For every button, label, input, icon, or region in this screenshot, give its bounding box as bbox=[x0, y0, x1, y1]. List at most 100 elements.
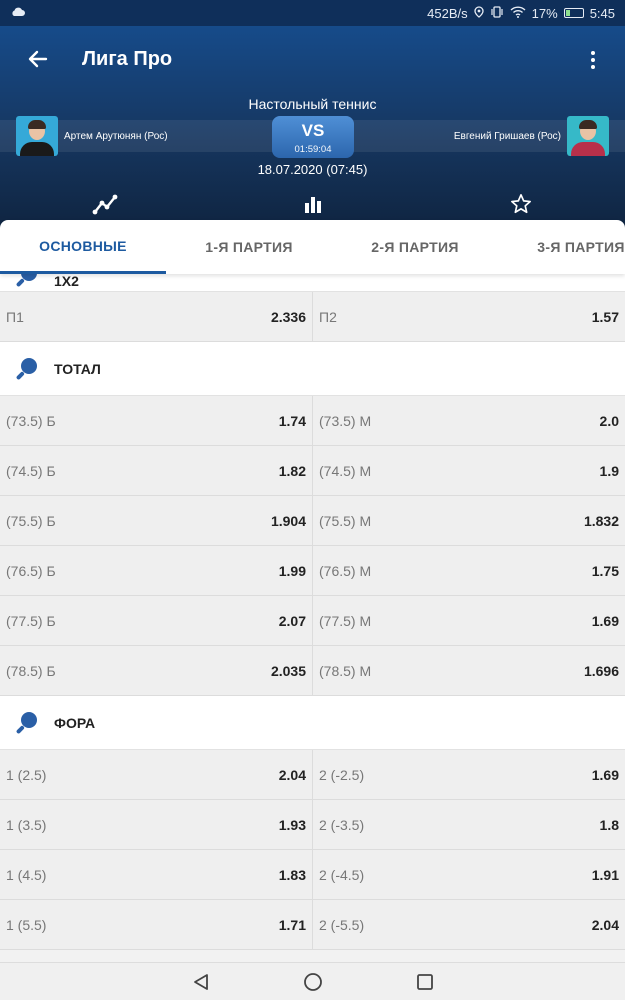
table-tennis-paddle-icon bbox=[16, 357, 37, 379]
odds-value: 1.74 bbox=[278, 412, 306, 429]
location-icon bbox=[474, 5, 484, 21]
period-tabs: ОСНОВНЫЕ 1-Я ПАРТИЯ 2-Я ПАРТИЯ 3-Я ПАРТИ… bbox=[0, 220, 625, 274]
odds-value: 1.83 bbox=[278, 866, 306, 883]
odds-value: 1.696 bbox=[583, 662, 619, 679]
odds-label: (78.5) М bbox=[319, 662, 372, 679]
table-tennis-paddle-icon bbox=[16, 274, 37, 287]
system-nav-bar bbox=[0, 962, 625, 1000]
odds-cell-under[interactable]: (78.5) М 1.696 bbox=[313, 646, 625, 695]
odds-label: (75.5) М bbox=[319, 512, 372, 529]
tab-main[interactable]: ОСНОВНЫЕ bbox=[0, 220, 166, 274]
odds-value: 2.336 bbox=[270, 308, 306, 325]
odds-label: (74.5) М bbox=[319, 462, 372, 479]
odds-value: 2.0 bbox=[599, 412, 619, 429]
back-button[interactable] bbox=[20, 41, 56, 77]
odds-value: 1.9 bbox=[599, 462, 619, 479]
vs-badge: VS 01:59:04 bbox=[272, 116, 354, 158]
odds-cell-handicap-2[interactable]: 2 (-4.5) 1.91 bbox=[313, 850, 625, 899]
odds-label: (76.5) Б bbox=[6, 562, 56, 579]
back-triangle-icon[interactable] bbox=[188, 969, 214, 995]
odds-value: 1.8 bbox=[599, 816, 619, 833]
section-header-total[interactable]: ТОТАЛ bbox=[0, 342, 625, 396]
odds-cell-over[interactable]: (74.5) Б 1.82 bbox=[0, 446, 313, 495]
player-1: Артем Арутюнян (Рос) bbox=[16, 116, 168, 156]
more-options-button[interactable] bbox=[579, 44, 607, 76]
odds-value: 1.93 bbox=[278, 816, 306, 833]
odds-cell-handicap-1[interactable]: 1 (4.5) 1.83 bbox=[0, 850, 313, 899]
home-circle-icon[interactable] bbox=[300, 969, 326, 995]
odds-cell-handicap-2[interactable]: 2 (-2.5) 1.69 bbox=[313, 750, 625, 799]
odds-row: П1 2.336 П2 1.57 bbox=[0, 292, 625, 342]
odds-value: 1.75 bbox=[591, 562, 619, 579]
player-1-name: Артем Арутюнян (Рос) bbox=[64, 130, 168, 142]
section-title: ТОТАЛ bbox=[54, 360, 101, 377]
odds-label: (73.5) М bbox=[319, 412, 372, 429]
vs-label: VS bbox=[301, 121, 325, 140]
odds-row: (78.5) Б 2.035 (78.5) М 1.696 bbox=[0, 646, 625, 696]
section-title: ФОРА bbox=[54, 714, 96, 731]
battery-icon bbox=[563, 8, 584, 18]
odds-row: 1 (2.5) 2.04 2 (-2.5) 1.69 bbox=[0, 750, 625, 800]
odds-value: 1.99 bbox=[278, 562, 306, 579]
sport-name: Настольный теннис bbox=[248, 96, 377, 112]
odds-value: 1.91 bbox=[591, 866, 619, 883]
odds-list: 1X2 П1 2.336 П2 1.57 ТОТАЛ (73.5) Б 1.74 … bbox=[0, 274, 625, 962]
line-chart-icon[interactable] bbox=[88, 190, 122, 218]
header-actions bbox=[0, 186, 625, 220]
odds-cell-under[interactable]: (75.5) М 1.832 bbox=[313, 496, 625, 545]
battery-percent: 17% bbox=[531, 5, 558, 21]
section-header-handicap[interactable]: ФОРА bbox=[0, 696, 625, 750]
player-2-name: Евгений Гришаев (Рос) bbox=[453, 130, 561, 142]
odds-cell-p2[interactable]: П2 1.57 bbox=[313, 292, 625, 341]
match-header: Лига Про Настольный теннис Артем Арутюня… bbox=[0, 26, 625, 230]
app-toolbar: Лига Про bbox=[0, 26, 625, 92]
status-bar: 452B/s 17% 5:45 bbox=[0, 0, 625, 26]
odds-cell-p1[interactable]: П1 2.336 bbox=[0, 292, 313, 341]
odds-row: (74.5) Б 1.82 (74.5) М 1.9 bbox=[0, 446, 625, 496]
odds-value: 2.04 bbox=[278, 766, 306, 783]
odds-label: (76.5) М bbox=[319, 562, 372, 579]
odds-cell-handicap-1[interactable]: 1 (2.5) 2.04 bbox=[0, 750, 313, 799]
odds-cell-under[interactable]: (74.5) М 1.9 bbox=[313, 446, 625, 495]
odds-cell-handicap-1[interactable]: 1 (5.5) 1.71 bbox=[0, 900, 313, 949]
odds-value: 2.04 bbox=[591, 916, 619, 933]
odds-label: П2 bbox=[319, 308, 337, 325]
recents-square-icon[interactable] bbox=[412, 969, 438, 995]
odds-label: П1 bbox=[6, 308, 24, 325]
odds-cell-over[interactable]: (73.5) Б 1.74 bbox=[0, 396, 313, 445]
odds-cell-handicap-2[interactable]: 2 (-5.5) 2.04 bbox=[313, 900, 625, 949]
player-1-avatar bbox=[16, 116, 58, 156]
odds-row: (73.5) Б 1.74 (73.5) М 2.0 bbox=[0, 396, 625, 446]
odds-cell-under[interactable]: (76.5) М 1.75 bbox=[313, 546, 625, 595]
tab-set-3[interactable]: 3-Я ПАРТИЯ bbox=[537, 239, 625, 255]
odds-row: 1 (4.5) 1.83 2 (-4.5) 1.91 bbox=[0, 850, 625, 900]
odds-cell-under[interactable]: (73.5) М 2.0 bbox=[313, 396, 625, 445]
cloud-icon bbox=[10, 6, 26, 21]
bar-chart-icon[interactable] bbox=[296, 190, 330, 218]
section-header-1x2[interactable]: 1X2 bbox=[0, 274, 625, 292]
odds-label: 1 (4.5) bbox=[6, 866, 47, 883]
odds-cell-over[interactable]: (76.5) Б 1.99 bbox=[0, 546, 313, 595]
tab-set-2[interactable]: 2-Я ПАРТИЯ bbox=[371, 239, 459, 255]
odds-label: (77.5) Б bbox=[6, 612, 56, 629]
match-timer: 01:59:04 bbox=[294, 144, 332, 155]
odds-value: 1.904 bbox=[270, 512, 306, 529]
star-icon[interactable] bbox=[504, 190, 538, 218]
odds-row: (76.5) Б 1.99 (76.5) М 1.75 bbox=[0, 546, 625, 596]
odds-cell-handicap-2[interactable]: 2 (-3.5) 1.8 bbox=[313, 800, 625, 849]
odds-cell-over[interactable]: (75.5) Б 1.904 bbox=[0, 496, 313, 545]
tab-set-1[interactable]: 1-Я ПАРТИЯ bbox=[205, 239, 293, 255]
odds-cell-over[interactable]: (78.5) Б 2.035 bbox=[0, 646, 313, 695]
odds-value: 1.832 bbox=[583, 512, 619, 529]
odds-cell-over[interactable]: (77.5) Б 2.07 bbox=[0, 596, 313, 645]
odds-cell-under[interactable]: (77.5) М 1.69 bbox=[313, 596, 625, 645]
odds-label: (77.5) М bbox=[319, 612, 372, 629]
odds-cell-handicap-1[interactable]: 1 (3.5) 1.93 bbox=[0, 800, 313, 849]
odds-value: 2.07 bbox=[278, 612, 306, 629]
odds-value: 2.035 bbox=[270, 662, 306, 679]
odds-label: 2 (-2.5) bbox=[319, 766, 365, 783]
player-2-avatar bbox=[567, 116, 609, 156]
odds-label: (73.5) Б bbox=[6, 412, 56, 429]
player-2: Евгений Гришаев (Рос) bbox=[454, 116, 609, 156]
wifi-icon bbox=[510, 5, 526, 21]
